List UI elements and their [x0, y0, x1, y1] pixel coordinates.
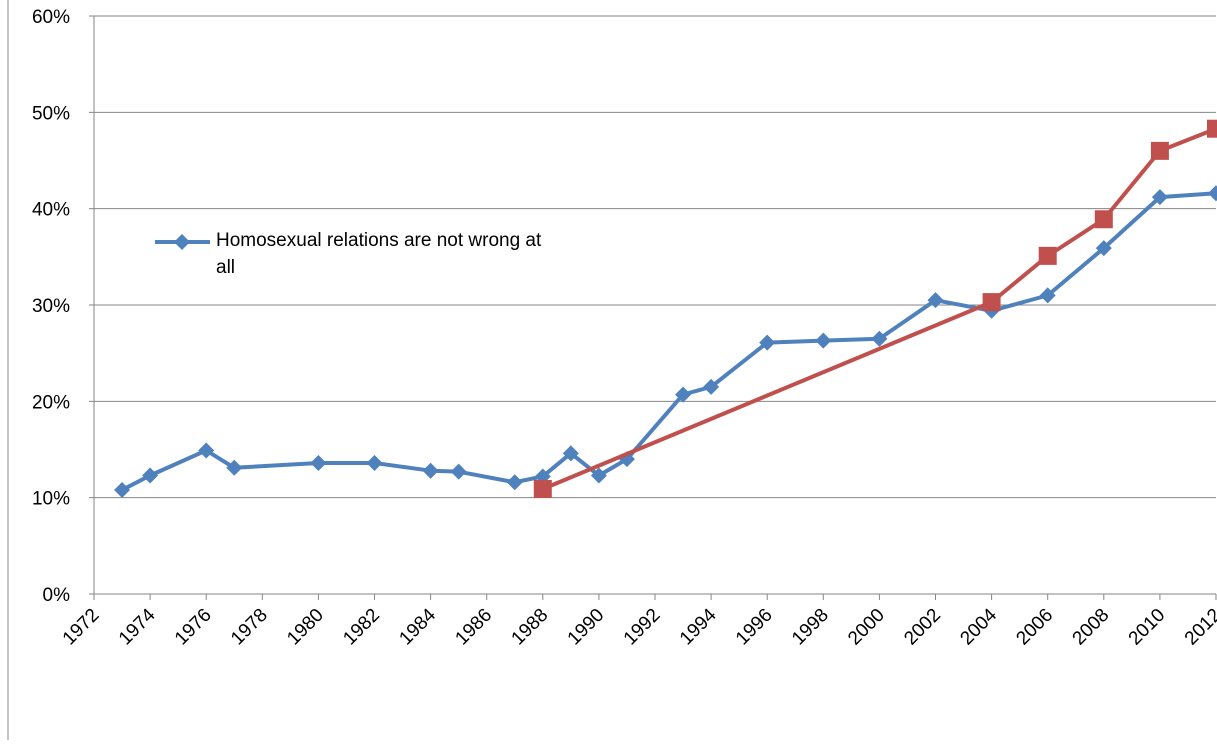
marker — [982, 293, 1001, 312]
x-tick-label: 1990 — [564, 605, 609, 650]
marker — [450, 463, 467, 480]
x-tick-label: 2012 — [1181, 605, 1217, 650]
marker — [533, 479, 552, 498]
y-tick-label: 30% — [32, 296, 70, 317]
series-line — [121, 191, 1217, 492]
x-tick-label: 1978 — [227, 605, 272, 650]
marker — [142, 467, 159, 484]
x-tick-label: 1996 — [732, 605, 777, 650]
marker — [1151, 189, 1168, 206]
x-tick-label: 2006 — [1012, 605, 1057, 650]
marker — [703, 378, 720, 395]
y-tick-label: 50% — [32, 103, 70, 124]
marker — [226, 459, 243, 476]
x-tick-label: 1982 — [339, 605, 384, 650]
legend-label: Homosexual relations are not wrong at al… — [216, 230, 542, 278]
y-tick-label: 40% — [32, 200, 70, 221]
marker — [590, 467, 607, 484]
marker — [174, 234, 190, 250]
series-line — [542, 126, 1217, 491]
marker — [1208, 185, 1217, 202]
marker — [1207, 119, 1217, 138]
x-tick-label: 1972 — [59, 605, 104, 650]
x-tick-label: 1986 — [451, 605, 496, 650]
marker — [1038, 246, 1057, 265]
marker — [1095, 240, 1112, 257]
x-tick-label: 1984 — [395, 604, 440, 649]
x-tick-label: 2008 — [1069, 605, 1114, 650]
marker — [1094, 210, 1113, 229]
x-tick-label: 1992 — [620, 605, 665, 650]
marker — [1150, 141, 1169, 160]
y-tick-label: 60% — [32, 7, 70, 28]
y-tick-label: 20% — [32, 392, 70, 413]
x-tick-label: 2000 — [844, 605, 889, 650]
marker — [675, 386, 692, 403]
marker — [422, 462, 439, 479]
marker — [506, 474, 523, 491]
x-tick-label: 2010 — [1125, 605, 1170, 650]
marker — [310, 454, 327, 471]
y-tick-label: 0% — [43, 585, 71, 606]
legend-entry: Homosexual relations are not wrong at al… — [216, 230, 542, 278]
marker — [366, 454, 383, 471]
marker — [927, 292, 944, 309]
x-tick-label: 1974 — [115, 604, 160, 649]
marker — [198, 442, 215, 459]
x-tick-label: 1976 — [171, 605, 216, 650]
x-tick-label: 2004 — [956, 604, 1001, 649]
x-tick-label: 1994 — [676, 604, 721, 649]
marker — [871, 330, 888, 347]
marker — [815, 332, 832, 349]
x-tick-label: 1980 — [283, 605, 328, 650]
marker — [759, 334, 776, 351]
x-tick-label: 2002 — [900, 605, 945, 650]
y-tick-label: 10% — [32, 489, 70, 510]
marker — [1039, 287, 1056, 304]
marker — [562, 445, 579, 462]
marker — [114, 481, 131, 498]
x-tick-label: 1998 — [788, 605, 833, 650]
x-tick-label: 1988 — [508, 605, 553, 650]
